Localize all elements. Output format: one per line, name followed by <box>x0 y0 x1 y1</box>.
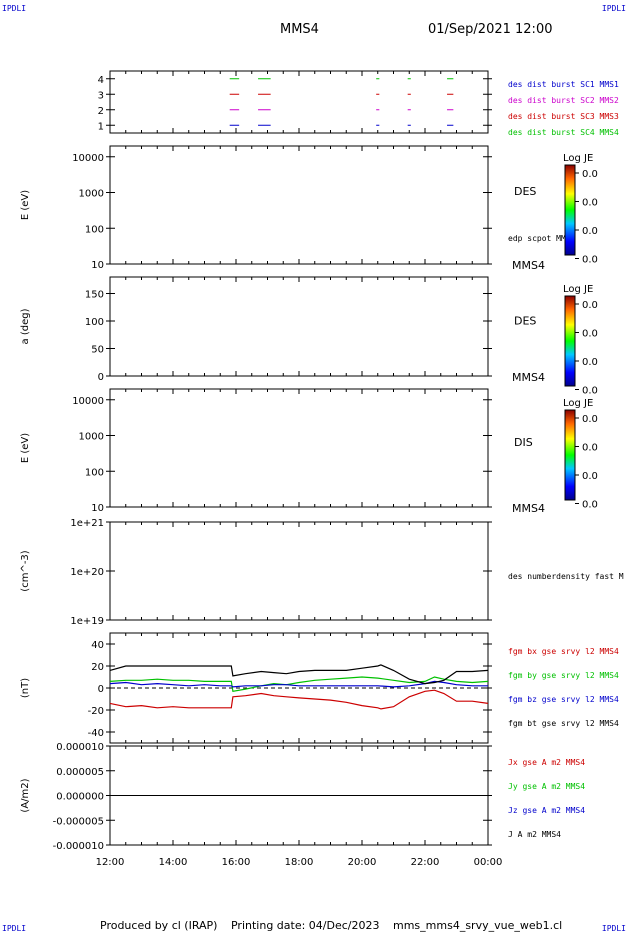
dis_energy-panel-colorbar-tick-label: 0.0 <box>582 500 598 511</box>
des_energy-panel-colorbar-tick-label: 0.0 <box>582 226 598 237</box>
burst-legend-2: des dist burst SC2 MMS2 <box>508 96 619 105</box>
footer-produced-by: Produced by cl (IRAP) <box>100 919 218 932</box>
fgm-legend-4: fgm bt gse srvy l2 MMS4 <box>508 719 619 728</box>
des_energy-panel-colorbar-tick-label: 0.0 <box>582 169 598 180</box>
dis_energy-panel-label: DIS <box>514 436 533 449</box>
density-panel-legend: des numberdensity fast M <box>508 572 624 581</box>
des_pitch-panel-ytick-label: 100 <box>85 317 104 328</box>
corner-tag-top-left: IPDLI <box>2 4 27 13</box>
plot-datetime: 01/Sep/2021 12:00 <box>428 22 553 37</box>
dis_energy-panel-ytick-label: 1000 <box>79 432 104 443</box>
burst-panel-ytick-label: 2 <box>98 106 104 117</box>
dis_energy-panel-bottom-label: MMS4 <box>512 502 545 515</box>
fgm-panel-ylabel: (nT) <box>20 678 31 698</box>
current-panel-ytick-label: -0.000005 <box>53 816 104 827</box>
burst-panel-ytick-label: 1 <box>98 121 104 132</box>
des_energy-panel-ytick-label: 10000 <box>72 153 104 164</box>
des_energy-panel-ytick-label: 10 <box>91 260 104 271</box>
current-panel-ylabel: (A/m2) <box>20 778 31 812</box>
fgm-legend-1: fgm bx gse srvy l2 MMS4 <box>508 647 619 656</box>
des_energy-panel-colorbar-title: Log JE <box>563 153 593 164</box>
time-tick-label: 14:00 <box>159 857 188 868</box>
des_energy-panel-colorbar-tick-label: 0.0 <box>582 198 598 209</box>
des_pitch-panel-colorbar-tick-label: 0.0 <box>582 386 598 397</box>
des_energy-panel-ylabel: E (eV) <box>20 190 31 220</box>
time-tick-label: 12:00 <box>96 857 125 868</box>
time-tick-label: 20:00 <box>348 857 377 868</box>
des_pitch-panel-colorbar-tick-label: 0.0 <box>582 357 598 368</box>
time-tick-label: 16:00 <box>222 857 251 868</box>
dis_energy-panel-colorbar-title: Log JE <box>563 398 593 409</box>
des_pitch-panel-ytick-label: 150 <box>85 290 104 301</box>
density-panel-frame <box>109 521 489 621</box>
time-tick-label: 18:00 <box>285 857 314 868</box>
current-panel-ytick-label: 0.000005 <box>56 767 104 778</box>
des_pitch-panel-colorbar-tick-label: 0.0 <box>582 329 598 340</box>
current-panel-ytick-label: -0.000010 <box>53 841 104 852</box>
fgm-panel-ytick-label: -40 <box>88 728 104 739</box>
burst-legend-1: des dist burst SC1 MMS1 <box>508 80 619 89</box>
fgm-panel-ytick-label: 40 <box>91 640 104 651</box>
current-legend-2: Jy gse A m2 MMS4 <box>508 782 585 791</box>
dis_energy-panel-frame <box>109 388 489 508</box>
burst-panel-ytick-label: 3 <box>98 90 104 101</box>
corner-tag-bottom-right: IPDLI <box>601 924 626 933</box>
fgm-series-bt <box>109 664 489 685</box>
fgm-panel-ytick-label: 20 <box>91 662 104 673</box>
current-legend-1: Jx gse A m2 MMS4 <box>508 758 585 767</box>
dis_energy-panel-colorbar <box>564 409 576 501</box>
footer-filename: mms_mms4_srvy_vue_web1.cl <box>393 919 563 932</box>
des_energy-panel-bottom-label: MMS4 <box>512 259 545 272</box>
dis_energy-panel-colorbar-tick-label: 0.0 <box>582 443 598 454</box>
des_pitch-panel-ylabel: a (deg) <box>20 308 31 344</box>
des_pitch-panel-ytick-label: 0 <box>98 372 104 383</box>
des_energy-panel-ytick-label: 1000 <box>79 189 104 200</box>
fgm-legend-3: fgm bz gse srvy l2 MMS4 <box>508 695 619 704</box>
des_energy-panel-label: DES <box>514 185 536 198</box>
burst-panel-ytick-label: 4 <box>98 75 104 86</box>
time-tick-label: 22:00 <box>411 857 440 868</box>
fgm-panel-ytick-label: -20 <box>88 706 104 717</box>
corner-tag-top-right: IPDLI <box>601 4 626 13</box>
dis_energy-panel-colorbar-tick-label: 0.0 <box>582 471 598 482</box>
fgm-legend-2: fgm by gse srvy l2 MMS4 <box>508 671 619 680</box>
current-legend-4: J A m2 MMS4 <box>508 830 561 839</box>
corner-tag-bottom-left: IPDLI <box>2 924 27 933</box>
spacecraft-title: MMS4 <box>280 22 319 37</box>
dis_energy-panel-colorbar-tick-label: 0.0 <box>582 414 598 425</box>
des_energy-panel-colorbar-tick-label: 0.0 <box>582 255 598 266</box>
des_energy-panel-colorbar <box>564 164 576 256</box>
fgm-series-bx <box>109 689 489 710</box>
density-panel-ytick-label: 1e+21 <box>70 518 104 529</box>
fgm-panel-ytick-label: 0 <box>98 684 104 695</box>
time-tick-label: 00:00 <box>474 857 503 868</box>
burst-legend-3: des dist burst SC3 MMS3 <box>508 112 619 121</box>
dis_energy-panel-ytick-label: 10 <box>91 503 104 514</box>
density-panel-ytick-label: 1e+20 <box>70 567 104 578</box>
current-legend-3: Jz gse A m2 MMS4 <box>508 806 585 815</box>
des_pitch-panel-colorbar-title: Log JE <box>563 284 593 295</box>
des_pitch-panel-colorbar <box>564 295 576 387</box>
density-panel-ylabel: (cm^-3) <box>20 550 31 591</box>
des_pitch-panel-bottom-label: MMS4 <box>512 371 545 384</box>
density-panel-ytick-label: 1e+19 <box>70 616 104 627</box>
dis_energy-panel-ytick-label: 100 <box>85 467 104 478</box>
des_energy-panel-frame <box>109 145 489 265</box>
des_pitch-panel-ytick-label: 50 <box>91 345 104 356</box>
current-panel-ytick-label: 0.000000 <box>56 792 104 803</box>
dis_energy-panel-ytick-label: 10000 <box>72 396 104 407</box>
des_pitch-panel-label: DES <box>514 315 536 328</box>
current-panel-ytick-label: 0.000010 <box>56 742 104 753</box>
des_energy-panel-sublabel: edp scpot MMS4 <box>508 234 576 243</box>
des_energy-panel-ytick-label: 100 <box>85 224 104 235</box>
des_pitch-panel-colorbar-tick-label: 0.0 <box>582 300 598 311</box>
footer: Produced by cl (IRAP) Printing date: 04/… <box>100 919 572 932</box>
burst-panel-frame <box>109 70 489 134</box>
burst-legend-4: des dist burst SC4 MMS4 <box>508 128 619 137</box>
fgm-series-by <box>109 676 489 692</box>
footer-printing-date: Printing date: 04/Dec/2023 <box>230 919 380 932</box>
des_pitch-panel-frame <box>109 276 489 377</box>
dis_energy-panel-ylabel: E (eV) <box>20 433 31 463</box>
